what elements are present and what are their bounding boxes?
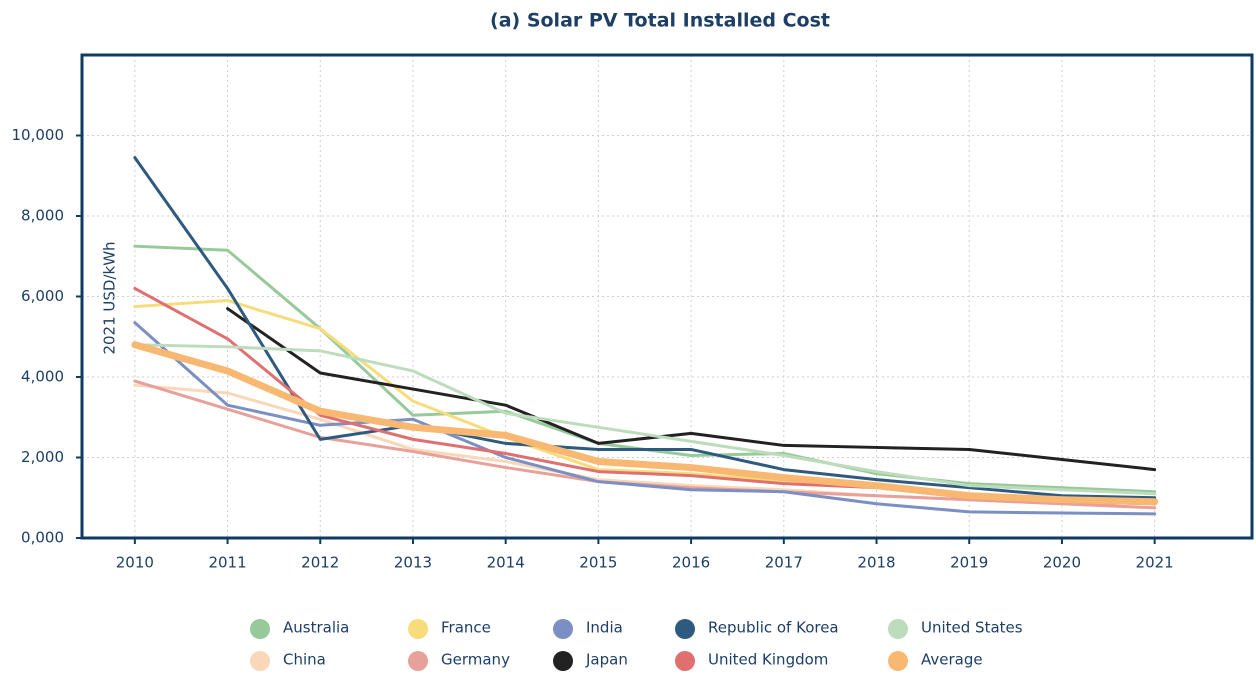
series-line [133,244,1157,494]
legend-label: Average [921,651,983,669]
plot-frame [80,53,1254,540]
x-tick-label: 2017 [765,554,803,572]
x-tick-label: 2018 [857,554,895,572]
legend-label: China [283,651,326,669]
legend-swatch [888,651,908,671]
legend-swatch [553,651,573,671]
legend-label: Australia [283,619,349,637]
y-tick-label: 2,000 [21,448,64,466]
series-line [133,299,1157,504]
y-tick-label: 0,000 [21,529,64,547]
series-line [133,321,1157,516]
y-axis-label: 2021 USD/kWh [101,241,119,354]
series-line [226,307,1157,472]
legend-label: United Kingdom [708,651,828,669]
legend-label: Japan [585,651,628,669]
x-tick-label: 2014 [487,554,525,572]
x-tick-label: 2019 [950,554,988,572]
y-tick-label: 4,000 [21,368,64,386]
x-tick-label: 2016 [672,554,710,572]
legend-swatch [250,619,270,639]
y-tick-label: 8,000 [21,207,64,225]
series-line [133,156,1157,500]
legend-swatch [250,651,270,671]
x-tick-label: 2015 [579,554,617,572]
x-tick-label: 2011 [208,554,246,572]
legend-swatch [675,619,695,639]
x-tick-label: 2020 [1043,554,1081,572]
legend-swatch [888,619,908,639]
legend-label: Germany [441,651,510,669]
legend-label: France [441,619,491,637]
series-line [133,343,1157,496]
x-tick-label: 2010 [116,554,154,572]
x-tick-label: 2021 [1136,554,1174,572]
chart-title: (a) Solar PV Total Installed Cost [490,10,830,32]
y-tick-label: 10,000 [12,126,65,144]
y-tick-label: 6,000 [21,287,64,305]
legend-swatch [675,651,695,671]
legend-swatch [408,619,428,639]
legend-label: India [586,619,623,637]
series-line [131,341,1159,506]
legend-swatch [408,651,428,671]
legend-label: United States [921,619,1023,637]
x-tick-label: 2012 [301,554,339,572]
legend-swatch [553,619,573,639]
x-tick-label: 2013 [394,554,432,572]
legend-label: Republic of Korea [708,619,839,637]
